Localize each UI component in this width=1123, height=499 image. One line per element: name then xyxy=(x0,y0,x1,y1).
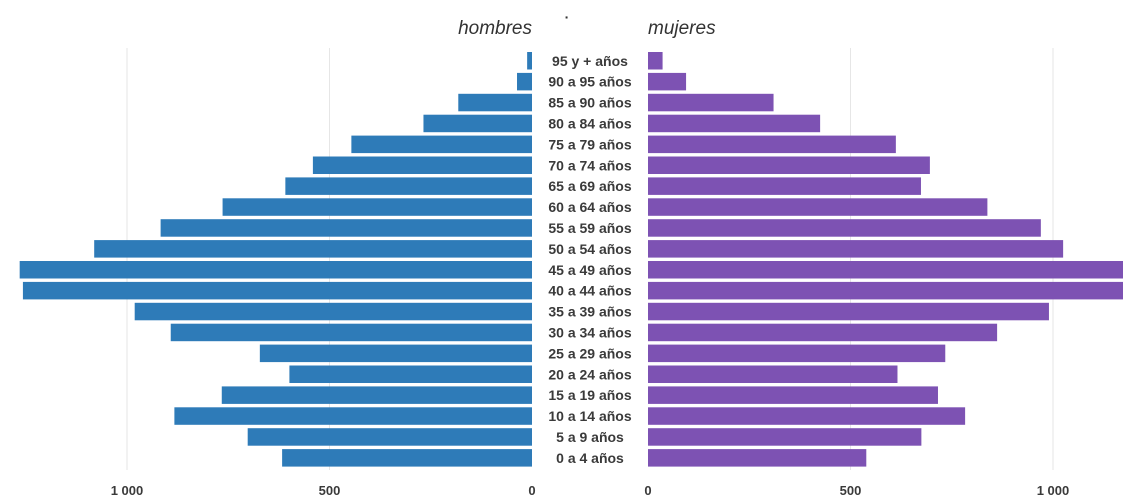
age-label-9: 45 a 49 años xyxy=(548,262,631,278)
bar-mujeres-3 xyxy=(648,386,938,404)
age-label-2: 10 a 14 años xyxy=(548,408,631,424)
bar-hombres-0 xyxy=(282,449,532,467)
bar-mujeres-17 xyxy=(648,93,774,112)
bar-hombres-6 xyxy=(170,323,533,342)
bar-mujeres-18 xyxy=(648,72,687,91)
bar-mujeres-0 xyxy=(648,449,867,467)
bar-mujeres-16 xyxy=(648,114,821,133)
bar-hombres-17 xyxy=(458,93,532,112)
bar-hombres-5 xyxy=(259,344,532,363)
age-label-15: 75 a 79 años xyxy=(548,136,631,152)
tick-left-1000: 1 000 xyxy=(111,483,144,498)
bar-mujeres-13 xyxy=(648,177,921,195)
age-label-19: 95 y + años xyxy=(552,53,628,69)
bar-mujeres-2 xyxy=(648,407,966,425)
age-labels: 0 a 4 años 5 a 9 años 10 a 14 años 15 a 19 … xyxy=(548,53,631,466)
bar-hombres-9 xyxy=(19,261,533,279)
bar-hombres-15 xyxy=(351,135,532,154)
tick-left-500: 500 xyxy=(319,483,341,498)
bars xyxy=(19,52,1123,467)
bar-mujeres-8 xyxy=(648,281,1123,300)
bar-mujeres-4 xyxy=(648,365,898,383)
age-label-1: 5 a 9 años xyxy=(556,429,624,445)
age-label-3: 15 a 19 años xyxy=(548,387,631,403)
age-label-8: 40 a 44 años xyxy=(548,283,631,299)
right-title-mujeres: mujeres xyxy=(648,18,716,39)
age-label-0: 0 a 4 años xyxy=(556,450,624,466)
bar-mujeres-15 xyxy=(648,135,896,154)
tick-right-500: 500 xyxy=(840,483,862,498)
bar-hombres-2 xyxy=(174,407,532,425)
left-title-hombres: hombres xyxy=(458,18,532,39)
bar-hombres-10 xyxy=(94,240,532,258)
bar-hombres-7 xyxy=(134,302,532,321)
age-label-7: 35 a 39 años xyxy=(548,304,631,320)
bar-mujeres-10 xyxy=(648,240,1064,258)
bar-hombres-13 xyxy=(285,177,532,195)
bar-mujeres-19 xyxy=(648,52,663,70)
bar-hombres-4 xyxy=(289,365,532,383)
bar-hombres-18 xyxy=(517,72,532,91)
age-label-10: 50 a 54 años xyxy=(548,241,631,257)
bar-mujeres-7 xyxy=(648,302,1049,321)
age-label-17: 85 a 90 años xyxy=(548,95,631,111)
bar-hombres-19 xyxy=(527,52,532,70)
tick-left-0: 0 xyxy=(528,483,535,498)
bar-hombres-16 xyxy=(423,114,532,133)
center-dot: · xyxy=(565,9,570,25)
age-label-4: 20 a 24 años xyxy=(548,366,631,382)
bar-mujeres-14 xyxy=(648,156,930,174)
bar-mujeres-6 xyxy=(648,323,998,342)
bar-hombres-11 xyxy=(160,219,533,237)
age-label-14: 70 a 74 años xyxy=(548,157,631,173)
bar-mujeres-1 xyxy=(648,428,922,446)
bar-hombres-12 xyxy=(222,198,532,216)
bar-hombres-14 xyxy=(312,156,532,174)
tick-right-1000: 1 000 xyxy=(1037,483,1070,498)
age-label-5: 25 a 29 años xyxy=(548,345,631,361)
bar-hombres-8 xyxy=(22,281,532,300)
tick-right-0: 0 xyxy=(644,483,651,498)
x-axis-ticks: 1 000 500 0 0 500 1 000 xyxy=(111,483,1070,498)
bar-hombres-1 xyxy=(247,428,532,446)
age-label-12: 60 a 64 años xyxy=(548,199,631,215)
age-label-16: 80 a 84 años xyxy=(548,115,631,131)
age-label-11: 55 a 59 años xyxy=(548,220,631,236)
age-label-6: 30 a 34 años xyxy=(548,324,631,340)
bar-mujeres-5 xyxy=(648,344,946,363)
bar-mujeres-12 xyxy=(648,198,988,216)
age-label-18: 90 a 95 años xyxy=(548,74,631,90)
bar-mujeres-11 xyxy=(648,219,1041,237)
gridlines xyxy=(126,48,1054,470)
age-label-13: 65 a 69 años xyxy=(548,178,631,194)
bar-hombres-3 xyxy=(221,386,532,404)
bar-mujeres-9 xyxy=(648,261,1123,279)
